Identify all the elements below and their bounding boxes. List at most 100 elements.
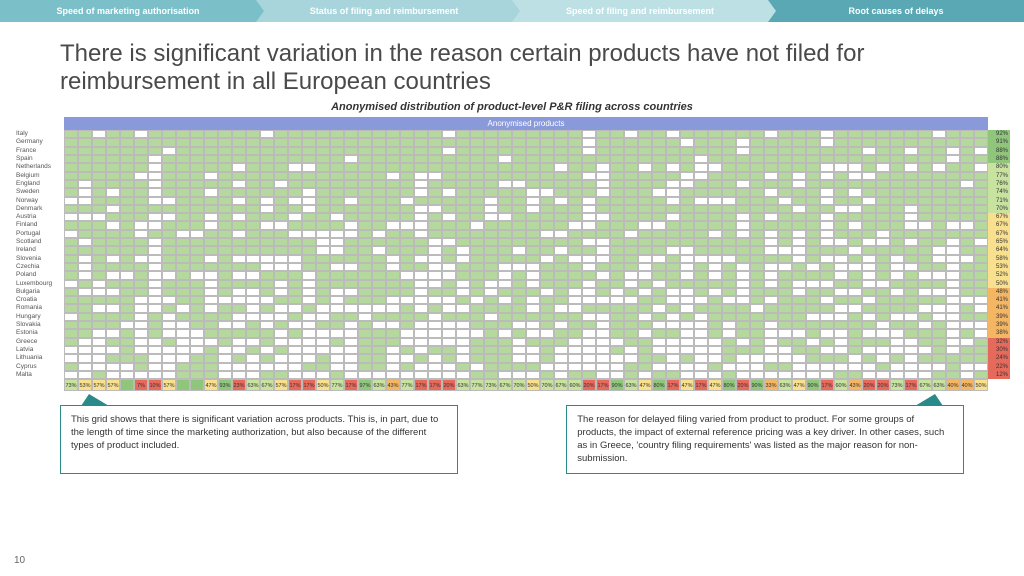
heatmap-cell [680, 230, 694, 238]
heatmap-cell [246, 296, 260, 304]
country-label: Germany [14, 138, 64, 146]
heatmap-cell [512, 163, 526, 171]
heatmap-cell [610, 346, 624, 354]
heatmap-cell [134, 255, 148, 263]
heatmap-cell [540, 329, 554, 337]
table-row: England76% [14, 180, 1010, 188]
heatmap-cell [582, 238, 596, 246]
heatmap-cell [554, 354, 568, 362]
heatmap-cell [386, 238, 400, 246]
heatmap-cell [330, 205, 344, 213]
heatmap-cell [190, 130, 204, 138]
tab-3[interactable]: Root causes of delays [768, 0, 1024, 22]
heatmap-cell [204, 130, 218, 138]
heatmap-cell [414, 147, 428, 155]
heatmap-cell [778, 172, 792, 180]
heatmap-cell [638, 213, 652, 221]
heatmap-cell [652, 346, 666, 354]
heatmap-cell [344, 221, 358, 229]
heatmap-cell [204, 197, 218, 205]
heatmap-cell [78, 147, 92, 155]
heatmap-cell [652, 205, 666, 213]
heatmap-cell [666, 147, 680, 155]
row-percentage: 24% [988, 354, 1010, 362]
heatmap-cell [694, 271, 708, 279]
heatmap-cell [386, 338, 400, 346]
heatmap-cell [484, 304, 498, 312]
heatmap-cell [78, 197, 92, 205]
heatmap-cell [960, 363, 974, 371]
heatmap-cell [428, 172, 442, 180]
heatmap-cell [106, 221, 120, 229]
heatmap-cell [218, 221, 232, 229]
heatmap-cell [540, 163, 554, 171]
heatmap-cell [428, 338, 442, 346]
heatmap-cell [274, 221, 288, 229]
heatmap-cell [316, 371, 330, 379]
heatmap-cell [666, 296, 680, 304]
heatmap-cell [778, 238, 792, 246]
heatmap-cell [806, 371, 820, 379]
heatmap-cell [974, 221, 988, 229]
heatmap-cell [750, 147, 764, 155]
heatmap-cell [456, 213, 470, 221]
heatmap-cell [862, 296, 876, 304]
heatmap-cell [302, 246, 316, 254]
heatmap-cell [876, 147, 890, 155]
heatmap-cell [918, 138, 932, 146]
heatmap-cell [918, 163, 932, 171]
heatmap-cell [652, 271, 666, 279]
heatmap-cell [680, 271, 694, 279]
heatmap-cell [778, 246, 792, 254]
heatmap-cell [302, 238, 316, 246]
heatmap-cell [498, 238, 512, 246]
country-label: Luxembourg [14, 280, 64, 288]
column-percentage: 20% [442, 379, 456, 391]
heatmap-cell [400, 329, 414, 337]
heatmap-cell [456, 246, 470, 254]
heatmap-cell [596, 147, 610, 155]
heatmap-cell [736, 329, 750, 337]
heatmap-cell [274, 230, 288, 238]
tab-1[interactable]: Status of filing and reimbursement [256, 0, 512, 22]
heatmap-cell [638, 163, 652, 171]
tab-0[interactable]: Speed of marketing authorisation [0, 0, 256, 22]
heatmap-cell [792, 138, 806, 146]
heatmap-cell [106, 188, 120, 196]
heatmap-cell [232, 238, 246, 246]
row-percentage: 77% [988, 172, 1010, 180]
heatmap-cell [694, 321, 708, 329]
heatmap-cell [414, 230, 428, 238]
heatmap-cell [624, 263, 638, 271]
heatmap-cell [134, 296, 148, 304]
heatmap-cell [596, 238, 610, 246]
heatmap-cell [232, 138, 246, 146]
heatmap-cell [918, 172, 932, 180]
heatmap-cell [848, 197, 862, 205]
heatmap-cell [162, 304, 176, 312]
heatmap-cell [974, 304, 988, 312]
heatmap-cell [92, 313, 106, 321]
heatmap-cell [848, 346, 862, 354]
heatmap-cell [120, 197, 134, 205]
column-percentage: 67% [918, 379, 932, 391]
heatmap-cell [540, 304, 554, 312]
heatmap-cell [246, 304, 260, 312]
heatmap-cell [834, 172, 848, 180]
heatmap-cell [722, 172, 736, 180]
heatmap-cell [232, 304, 246, 312]
heatmap-cell [554, 205, 568, 213]
heatmap-cell [764, 138, 778, 146]
heatmap-cell [638, 155, 652, 163]
heatmap-cell [428, 313, 442, 321]
tab-2[interactable]: Speed of filing and reimbursement [512, 0, 768, 22]
heatmap-cell [946, 138, 960, 146]
heatmap-cell [582, 371, 596, 379]
heatmap-cell [106, 304, 120, 312]
heatmap-cell [610, 371, 624, 379]
heatmap-cell [260, 163, 274, 171]
heatmap-cell [540, 180, 554, 188]
heatmap-cell [820, 163, 834, 171]
heatmap-cell [582, 280, 596, 288]
heatmap-cell [708, 288, 722, 296]
